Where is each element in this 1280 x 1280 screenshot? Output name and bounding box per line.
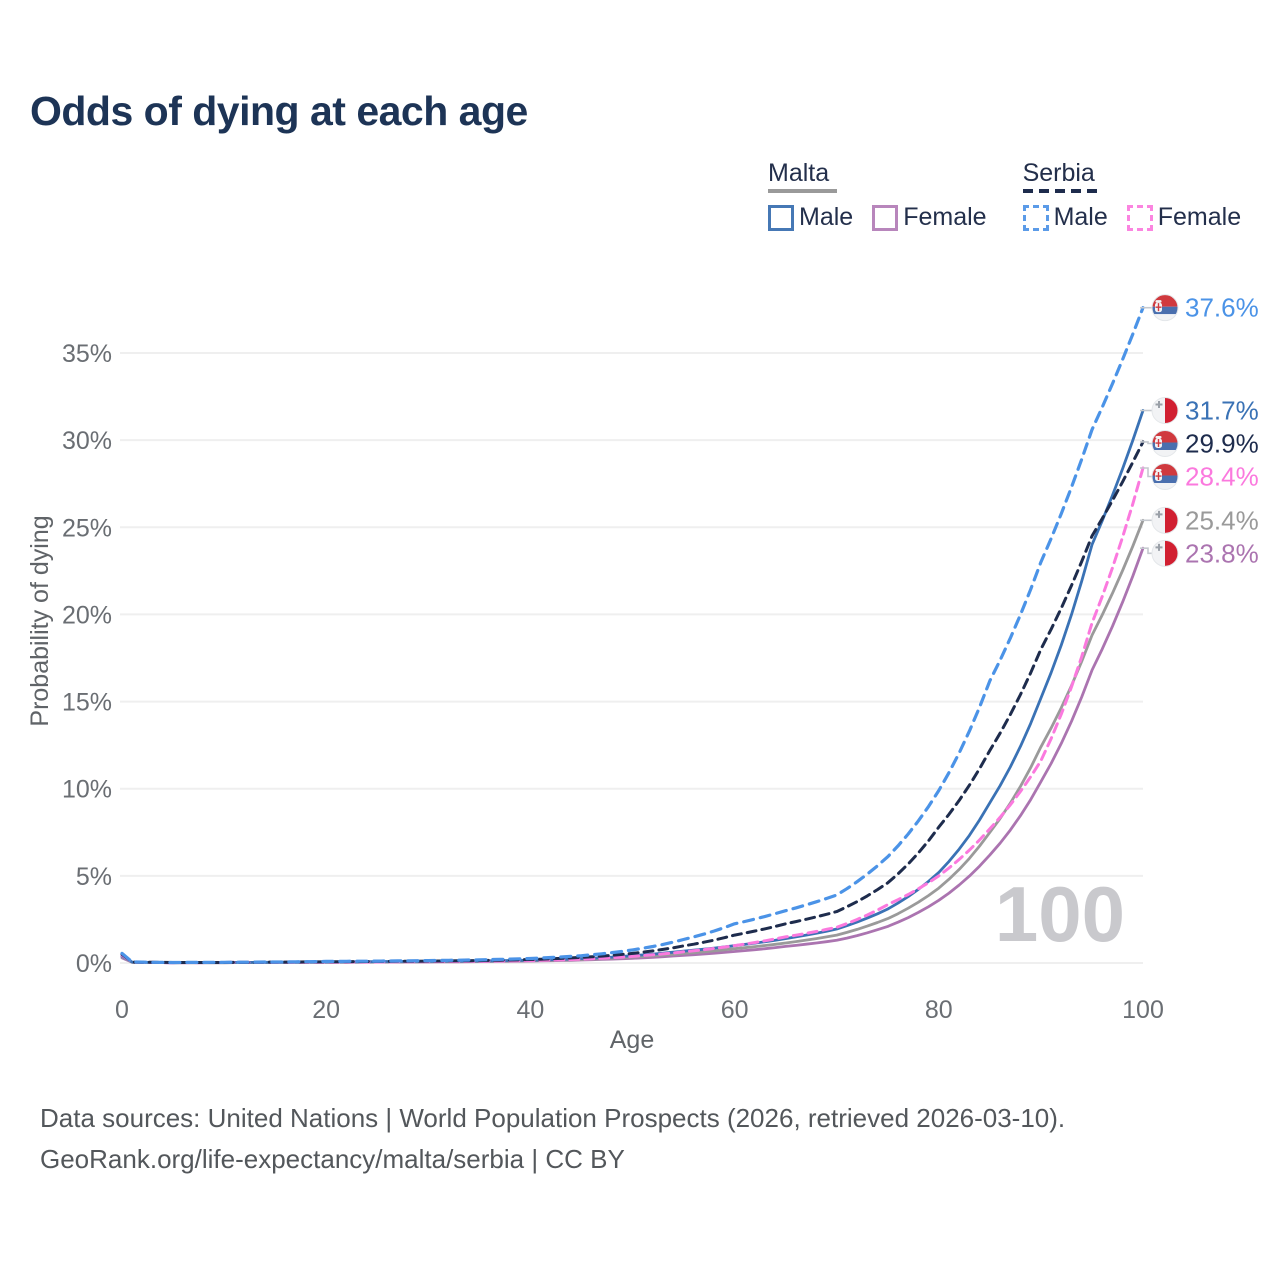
page-title: Odds of dying at each age [30, 88, 528, 134]
legend-item-label: Female [903, 203, 987, 231]
legend-item-malta-male[interactable]: Male [768, 203, 853, 232]
legend: Malta Male Female Serbia Male [768, 160, 1241, 232]
legend-group-serbia: Serbia Male Female [1022, 159, 1242, 232]
malta-flag-icon [1151, 506, 1179, 534]
end-label-malta-total[interactable]: 25.4% [1140, 505, 1259, 535]
x-tick-label: 20 [312, 996, 340, 1024]
series-line-serbia-male[interactable] [120, 306, 1145, 965]
malta-solid-line-sample-icon [768, 189, 837, 193]
y-tick-label: 15% [62, 689, 112, 717]
end-label-value: 28.4% [1185, 462, 1259, 492]
legend-swatch-malta-male-icon [768, 204, 794, 231]
malta-flag-icon [1151, 397, 1179, 425]
series-end-labels: 37.6% 31.7%29.9%28.4% 25.4%23.8% [1140, 293, 1259, 568]
end-label-connector [1140, 467, 1152, 478]
end-label-serbia-female[interactable]: 28.4% [1140, 462, 1259, 492]
y-axis-title: Probability of dying [26, 515, 54, 726]
y-axis-tick-labels: 0% 5% 10% 15% 20% 25% 30% 35% [62, 340, 112, 978]
y-tick-label: 10% [62, 776, 112, 804]
x-tick-label: 80 [925, 996, 953, 1024]
legend-item-label: Female [1157, 203, 1242, 231]
x-tick-label: 0 [115, 996, 129, 1024]
footer-link-line: GeoRank.org/life-expectancy/malta/serbia… [40, 1144, 625, 1174]
x-axis-title: Age [610, 1026, 654, 1054]
legend-group-malta: Malta Male Female [768, 160, 987, 232]
end-label-serbia-total[interactable]: 29.9% [1140, 429, 1259, 459]
end-label-value: 29.9% [1185, 429, 1259, 459]
end-label-connector [1140, 441, 1152, 445]
y-tick-label: 25% [62, 514, 112, 542]
series-line-malta-total[interactable] [120, 518, 1145, 965]
series-line-serbia-female[interactable] [120, 466, 1145, 965]
series-line-malta-female[interactable] [120, 546, 1145, 965]
end-label-malta-male[interactable]: 31.7% [1140, 396, 1259, 426]
legend-swatch-malta-female-icon [872, 204, 899, 231]
y-tick-label: 5% [76, 863, 112, 891]
serbia-dashed-line-sample-icon [1022, 189, 1101, 193]
serbia-flag-icon [1151, 463, 1179, 491]
legend-item-serbia-male[interactable]: Male [1022, 203, 1108, 232]
legend-group-malta-label: Malta [768, 159, 830, 187]
malta-flag-icon [1151, 539, 1179, 567]
x-tick-label: 100 [1122, 996, 1164, 1024]
legend-item-label: Male [1053, 203, 1108, 231]
footer: Data sources: United Nations | World Pop… [40, 1098, 1065, 1180]
serbia-flag-icon [1151, 430, 1179, 458]
footer-source-line: Data sources: United Nations | World Pop… [40, 1103, 1066, 1133]
x-tick-label: 40 [516, 996, 544, 1024]
y-tick-label: 0% [76, 950, 112, 978]
end-label-serbia-male[interactable]: 37.6% [1140, 293, 1259, 323]
end-label-value: 23.8% [1185, 538, 1259, 568]
watermark-age-100: 100 [995, 870, 1125, 958]
y-tick-label: 20% [62, 601, 112, 629]
end-label-value: 31.7% [1185, 396, 1259, 426]
end-label-value: 37.6% [1185, 293, 1259, 323]
y-tick-label: 35% [62, 340, 112, 368]
x-axis-tick-labels: 0 20 40 60 80 100 [115, 996, 1164, 1024]
legend-swatch-serbia-female-icon [1126, 204, 1153, 231]
legend-group-serbia-label: Serbia [1022, 159, 1095, 187]
end-label-connector [1140, 547, 1152, 555]
legend-swatch-serbia-male-icon [1022, 204, 1049, 231]
series-line-malta-male[interactable] [120, 409, 1145, 965]
legend-item-label: Male [799, 203, 854, 231]
end-label-malta-female[interactable]: 23.8% [1140, 538, 1259, 568]
x-tick-label: 60 [721, 996, 749, 1024]
series-lines [120, 306, 1145, 965]
legend-item-serbia-female[interactable]: Female [1126, 203, 1242, 232]
gridlines [120, 352, 1143, 964]
end-label-value: 25.4% [1185, 505, 1259, 535]
y-tick-label: 30% [62, 427, 112, 455]
legend-item-malta-female[interactable]: Female [872, 203, 987, 232]
serbia-flag-icon [1151, 294, 1179, 322]
